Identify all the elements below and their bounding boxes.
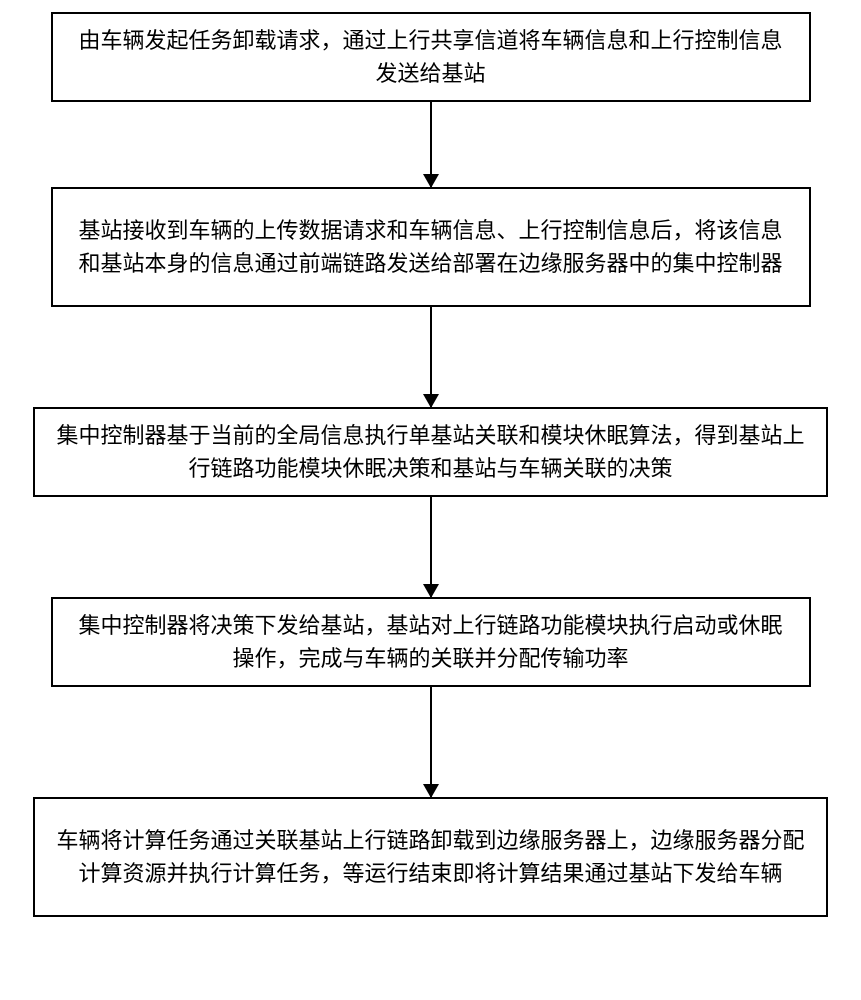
box-text-2: 基站接收到车辆的上传数据请求和车辆信息、上行控制信息后，将该信息和基站本身的信息… [73, 214, 789, 280]
flowchart-box-1: 由车辆发起任务卸载请求，通过上行共享信道将车辆信息和上行控制信息发送给基站 [51, 12, 811, 102]
box-text-4: 集中控制器将决策下发给基站，基站对上行链路功能模块执行启动或休眠操作，完成与车辆… [73, 609, 789, 675]
box-text-5: 车辆将计算任务通过关联基站上行链路卸载到边缘服务器上，边缘服务器分配计算资源并执… [55, 824, 806, 890]
flowchart-box-2: 基站接收到车辆的上传数据请求和车辆信息、上行控制信息后，将该信息和基站本身的信息… [51, 187, 811, 307]
flowchart-arrow-3 [430, 497, 432, 597]
flowchart-box-4: 集中控制器将决策下发给基站，基站对上行链路功能模块执行启动或休眠操作，完成与车辆… [51, 597, 811, 687]
flowchart-container: 由车辆发起任务卸载请求，通过上行共享信道将车辆信息和上行控制信息发送给基站 基站… [0, 12, 861, 917]
flowchart-arrow-4 [430, 687, 432, 797]
flowchart-box-3: 集中控制器基于当前的全局信息执行单基站关联和模块休眠算法，得到基站上行链路功能模… [33, 407, 828, 497]
flowchart-arrow-1 [430, 102, 432, 187]
box-text-1: 由车辆发起任务卸载请求，通过上行共享信道将车辆信息和上行控制信息发送给基站 [73, 24, 789, 90]
flowchart-arrow-2 [430, 307, 432, 407]
flowchart-box-5: 车辆将计算任务通过关联基站上行链路卸载到边缘服务器上，边缘服务器分配计算资源并执… [33, 797, 828, 917]
box-text-3: 集中控制器基于当前的全局信息执行单基站关联和模块休眠算法，得到基站上行链路功能模… [55, 419, 806, 485]
